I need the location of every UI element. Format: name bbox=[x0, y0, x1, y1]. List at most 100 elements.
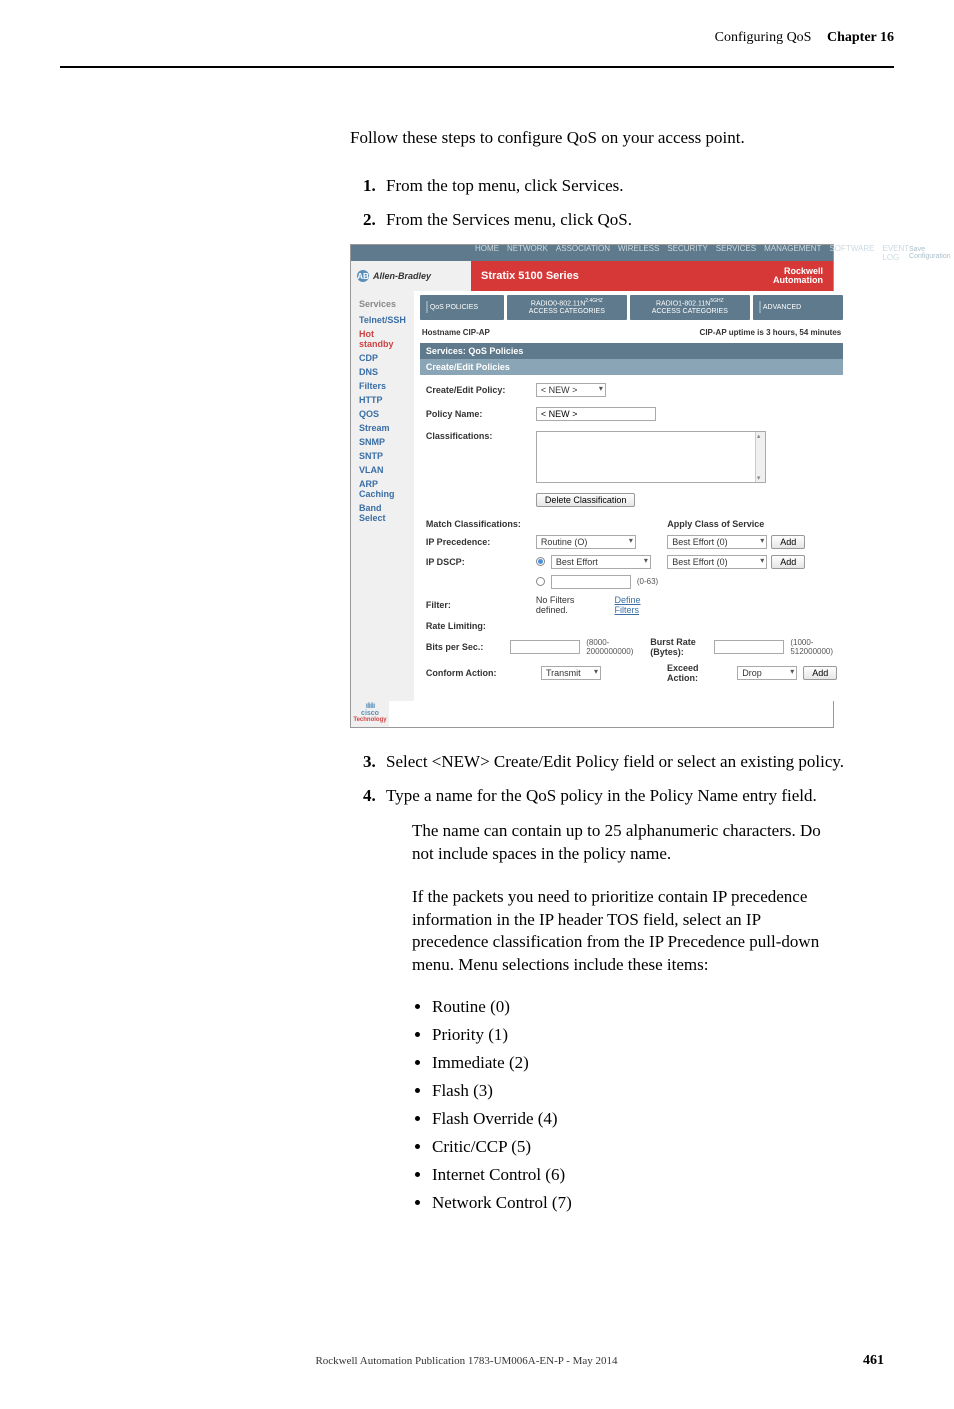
bits-range: (8000-2000000000) bbox=[586, 638, 636, 656]
cisco-bars-icon: ıılıılıı bbox=[366, 701, 375, 710]
policyname-input[interactable] bbox=[536, 407, 656, 421]
tab-advanced-label: ADVANCED bbox=[763, 304, 801, 312]
filter-label: Filter: bbox=[426, 600, 536, 610]
brand-series: Stratix 5100 Series bbox=[471, 261, 763, 291]
ipprec-value: Routine (O) bbox=[541, 537, 588, 547]
hostname-label: Hostname bbox=[422, 328, 461, 337]
bullet-network-control: Network Control (7) bbox=[432, 1193, 894, 1213]
delete-classification-button[interactable]: Delete Classification bbox=[536, 493, 636, 507]
brand-left: AB Allen-Bradley bbox=[351, 261, 471, 291]
tab-radio1-l1: RADIO1-802.11N bbox=[656, 300, 710, 307]
bits-input[interactable] bbox=[510, 640, 580, 654]
tab-radio0-sup: 2.4GHZ bbox=[585, 298, 603, 304]
rate-add-button[interactable]: Add bbox=[803, 666, 837, 680]
scrollbar-icon[interactable] bbox=[755, 432, 765, 482]
policyname-label: Policy Name: bbox=[426, 409, 536, 419]
page-header: Configuring QoS Chapter 16 bbox=[60, 30, 894, 46]
nav-association[interactable]: ASSOCIATION bbox=[556, 244, 610, 262]
hostname-row: Hostname CIP-AP CIP-AP uptime is 3 hours… bbox=[420, 324, 843, 343]
nav-network[interactable]: NETWORK bbox=[507, 244, 548, 262]
sidebar-item-vlan[interactable]: VLAN bbox=[359, 465, 406, 475]
sidebar-item-sntp[interactable]: SNTP bbox=[359, 451, 406, 461]
sidebar-item-filters[interactable]: Filters bbox=[359, 381, 406, 391]
step-1: From the top menu, click Services. bbox=[380, 176, 894, 196]
conform-label: Conform Action: bbox=[426, 668, 535, 678]
filter-text: No Filters defined. bbox=[536, 595, 609, 615]
tab-radio0[interactable]: RADIO0-802.11N2.4GHZ ACCESS CATEGORIES bbox=[507, 295, 627, 320]
sidebar-item-telnet[interactable]: Telnet/SSH bbox=[359, 315, 406, 325]
top-links: Save Configuration Ping Logout Refresh bbox=[909, 246, 954, 260]
header-rule bbox=[60, 66, 894, 68]
createedit-value: < NEW > bbox=[541, 385, 578, 395]
ipprec-select[interactable]: Routine (O) bbox=[536, 535, 636, 549]
sidebar-item-http[interactable]: HTTP bbox=[359, 395, 406, 405]
precedence-list: Routine (0) Priority (1) Immediate (2) F… bbox=[432, 997, 894, 1213]
tab-radio1[interactable]: RADIO1-802.11N5GHZ ACCESS CATEGORIES bbox=[630, 295, 750, 320]
nav-eventlog[interactable]: EVENT LOG bbox=[882, 244, 909, 262]
header-chapter: Chapter 16 bbox=[827, 30, 894, 45]
sidebar-item-stream[interactable]: Stream bbox=[359, 423, 406, 433]
nav-wireless[interactable]: WIRELESS bbox=[618, 244, 659, 262]
classifications-box[interactable] bbox=[536, 431, 766, 483]
sidebar-item-arp[interactable]: ARP Caching bbox=[359, 479, 406, 499]
dscp-range: (0-63) bbox=[637, 577, 658, 586]
hostname-value: CIP-AP bbox=[463, 328, 490, 337]
nav-software[interactable]: SOFTWARE bbox=[829, 244, 874, 262]
sub-bar: Create/Edit Policies bbox=[420, 359, 843, 375]
form-area: Create/Edit Policy: < NEW > Policy Name:… bbox=[420, 375, 843, 697]
brand-row: AB Allen-Bradley Stratix 5100 Series Roc… bbox=[351, 261, 833, 291]
dscp-input[interactable] bbox=[551, 575, 631, 589]
sidebar-item-snmp[interactable]: SNMP bbox=[359, 437, 406, 447]
createedit-select[interactable]: < NEW > bbox=[536, 383, 606, 397]
link-save[interactable]: Save Configuration bbox=[909, 246, 951, 260]
ipprec-add-button[interactable]: Add bbox=[771, 535, 805, 549]
ipprec-label: IP Precedence: bbox=[426, 537, 536, 547]
tab-radio1-sup: 5GHZ bbox=[710, 298, 723, 304]
dscp-cos-select[interactable]: Best Effort (0) bbox=[667, 555, 767, 569]
tab-radio1-l2: ACCESS CATEGORIES bbox=[652, 308, 728, 316]
exceed-value: Drop bbox=[742, 668, 762, 678]
sidebar-item-hotstandby[interactable]: Hot standby bbox=[359, 329, 406, 349]
bits-label: Bits per Sec.: bbox=[426, 642, 504, 652]
dscp-add-button[interactable]: Add bbox=[771, 555, 805, 569]
step-4: Type a name for the QoS policy in the Po… bbox=[380, 786, 894, 806]
uptime-text: CIP-AP uptime is 3 hours, 54 minutes bbox=[700, 328, 842, 337]
match-classifications-header: Match Classifications: bbox=[426, 519, 521, 529]
nav-security[interactable]: SECURITY bbox=[667, 244, 707, 262]
content-tabs: QoS POLICIES RADIO0-802.11N2.4GHZ ACCESS… bbox=[420, 295, 843, 320]
define-filters-link[interactable]: Define Filters bbox=[615, 595, 668, 615]
exceed-select[interactable]: Drop bbox=[737, 666, 797, 680]
tab-radio0-l1: RADIO0-802.11N bbox=[531, 300, 585, 307]
para-name-rules: The name can contain up to 25 alphanumer… bbox=[412, 820, 834, 866]
top-bar: HOME NETWORK ASSOCIATION WIRELESS SECURI… bbox=[351, 245, 833, 261]
dscp-select[interactable]: Best Effort bbox=[551, 555, 651, 569]
conform-select[interactable]: Transmit bbox=[541, 666, 601, 680]
dscp-radio-select[interactable] bbox=[536, 557, 545, 566]
nav-management[interactable]: MANAGEMENT bbox=[764, 244, 821, 262]
footer-page-number: 461 bbox=[863, 1353, 884, 1369]
bullet-immediate: Immediate (2) bbox=[432, 1053, 894, 1073]
nav-services[interactable]: SERVICES bbox=[716, 244, 756, 262]
brand-right-2: Automation bbox=[773, 276, 823, 285]
burst-input[interactable] bbox=[714, 640, 784, 654]
sidebar-item-qos[interactable]: QOS bbox=[359, 409, 406, 419]
burst-label: Burst Rate (Bytes): bbox=[650, 637, 708, 657]
dscp-value: Best Effort bbox=[556, 557, 598, 567]
dscp-radio-input[interactable] bbox=[536, 577, 545, 586]
bullet-routine: Routine (0) bbox=[432, 997, 894, 1017]
qos-screenshot: HOME NETWORK ASSOCIATION WIRELESS SECURI… bbox=[350, 244, 834, 728]
ipprec-cos-select[interactable]: Best Effort (0) bbox=[667, 535, 767, 549]
tab-qos-policies[interactable]: QoS POLICIES bbox=[420, 295, 504, 320]
bullet-internet-control: Internet Control (6) bbox=[432, 1165, 894, 1185]
sidebar-item-dns[interactable]: DNS bbox=[359, 367, 406, 377]
nav-home[interactable]: HOME bbox=[475, 244, 499, 262]
header-section: Configuring QoS bbox=[715, 30, 812, 45]
footer-publication: Rockwell Automation Publication 1783-UM0… bbox=[70, 1355, 863, 1367]
tab-advanced[interactable]: ADVANCED bbox=[753, 295, 843, 320]
sidebar-item-cdp[interactable]: CDP bbox=[359, 353, 406, 363]
sidebar-item-band[interactable]: Band Select bbox=[359, 503, 406, 523]
brand-right: Rockwell Automation bbox=[763, 261, 833, 291]
para-precedence: If the packets you need to prioritize co… bbox=[412, 886, 834, 978]
exceed-label: Exceed Action: bbox=[667, 663, 731, 683]
steps-top: From the top menu, click Services. From … bbox=[380, 176, 894, 230]
